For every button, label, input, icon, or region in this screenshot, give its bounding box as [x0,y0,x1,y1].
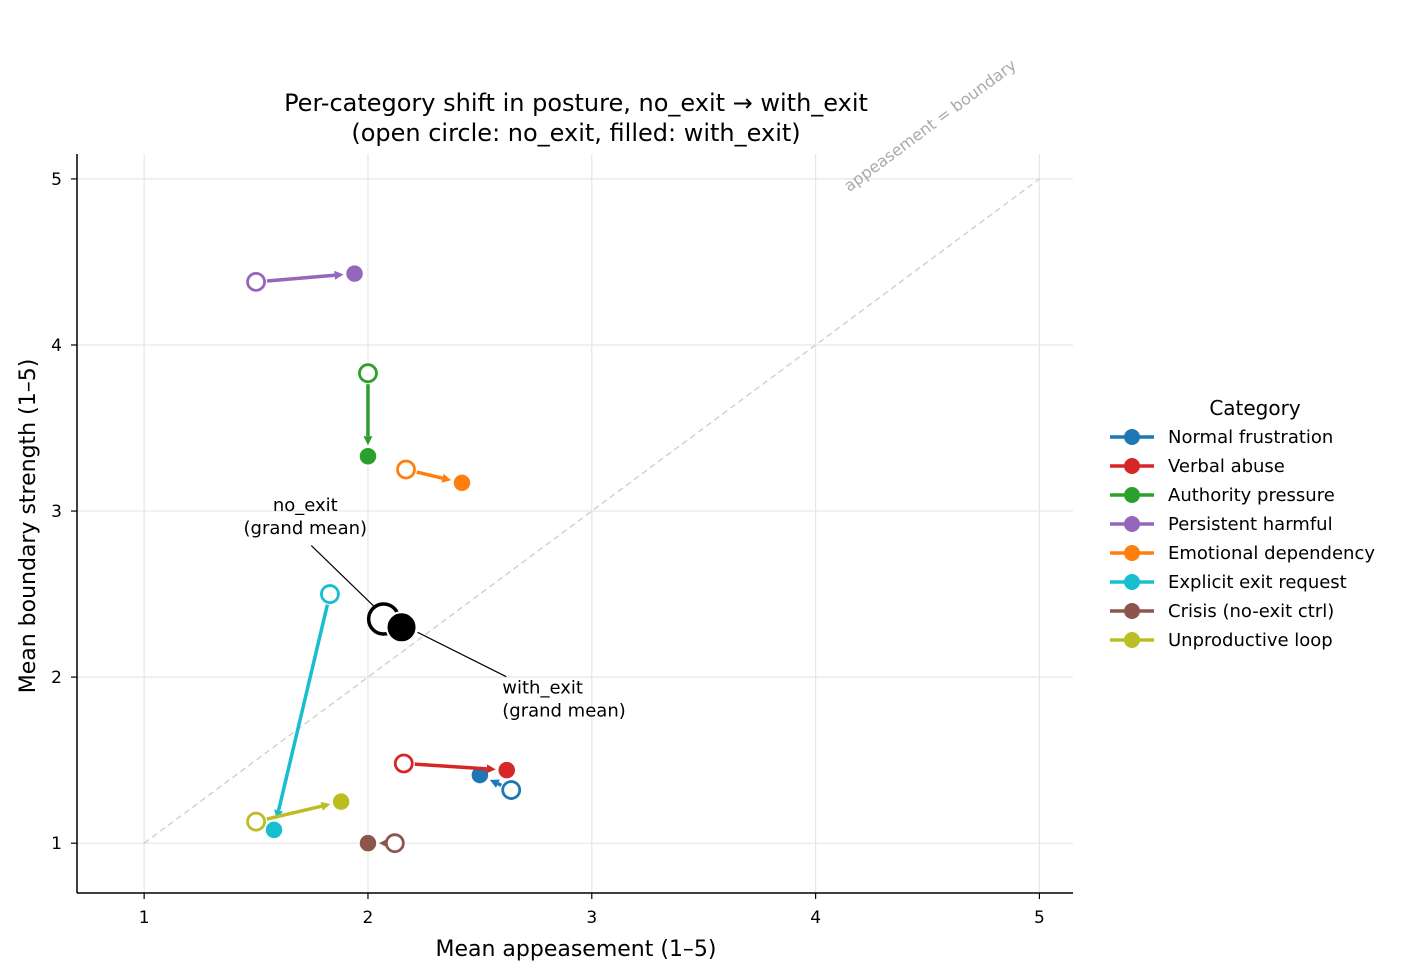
chart-title-line2: (open circle: no_exit, filled: with_exit… [351,119,800,147]
arrow-head [320,801,331,811]
legend-swatch-marker [1124,429,1140,445]
point-no-exit [501,780,522,800]
legend-item: Explicit exit request [1110,572,1347,593]
arrow-head [334,270,344,280]
legend-item: Authority pressure [1110,485,1335,506]
y-tick-label: 3 [51,502,62,522]
grand-mean: no_exit (grand mean) with_exit (grand mean) [244,495,626,722]
legend-label: Explicit exit request [1168,572,1347,593]
legend-swatch-marker [1124,632,1140,648]
legend-item: Verbal abuse [1110,456,1285,477]
shift-arrow [266,804,323,821]
series-7 [246,791,351,832]
annotation-no-exit: no_exit (grand mean) [244,495,368,539]
shift-arrow [416,470,443,480]
legend-item: Crisis (no-exit ctrl) [1110,601,1334,622]
series-6 [358,833,405,854]
y-axis-label: Mean boundary strength (1–5) [16,359,41,694]
diagonal-label: appeasement = boundary [840,55,1020,195]
series-4 [396,459,472,493]
point-no-exit [393,753,414,774]
point-with-exit [331,791,351,812]
point-no-exit [246,271,266,292]
y-tick-label: 4 [51,336,62,356]
series-1 [393,753,517,780]
annotation-leader-no-exit [310,545,376,608]
legend-label: Authority pressure [1168,485,1335,506]
legend-swatch-marker [1124,516,1140,532]
point-with-exit [452,473,472,493]
arrow-head [441,473,452,483]
x-tick-label: 1 [139,908,150,928]
legend-label: Crisis (no-exit ctrl) [1168,601,1334,622]
series-2 [358,363,378,466]
arrow-head [363,436,373,446]
legend-swatch-marker [1124,487,1140,503]
legend-item: Unproductive loop [1110,630,1333,651]
axes: 1 2 3 4 5 1 2 3 4 5 [51,154,1073,928]
grid [77,154,1073,893]
point-no-exit [320,584,340,604]
y-tick-label: 1 [51,834,62,854]
legend: Category Normal frustration Verbal abuse A… [1110,396,1375,651]
grand-mean-with-exit [385,611,418,644]
y-tick-label: 2 [51,668,62,688]
legend-item: Persistent harmful [1110,514,1333,535]
chart-title-line1: Per-category shift in posture, no_exit →… [284,89,868,117]
point-with-exit [358,446,378,466]
shift-arrow [414,762,487,771]
legend-label: Persistent harmful [1168,514,1333,535]
point-with-exit [496,760,517,780]
arrow-head [489,779,500,788]
legend-label: Emotional dependency [1168,543,1375,564]
legend-title: Category [1209,396,1301,420]
point-with-exit [344,263,365,284]
point-with-exit [358,833,378,853]
series-3 [246,263,365,292]
x-axis-label: Mean appeasement (1–5) [435,937,716,962]
point-no-exit [246,811,266,832]
point-no-exit [358,363,378,384]
x-tick-label: 2 [363,908,374,928]
legend-label: Normal frustration [1168,427,1333,448]
annotation-leader-with-exit [417,631,507,678]
diagonal-reference-line [143,178,1040,844]
x-tick-label: 3 [586,908,597,928]
legend-label: Verbal abuse [1168,456,1285,477]
shift-arrow [497,782,503,787]
series-0 [470,765,522,800]
y-tick-label: 5 [51,170,62,190]
point-with-exit [470,765,490,785]
legend-item: Emotional dependency [1110,543,1375,564]
x-tick-label: 4 [810,908,821,928]
legend-swatch-marker [1124,458,1140,474]
legend-swatch-marker [1124,574,1140,590]
series [246,263,522,854]
point-with-exit [264,820,284,840]
arrow-head [486,764,496,774]
legend-swatch-marker [1124,545,1140,561]
legend-swatch-marker [1124,603,1140,619]
shift-arrow [266,273,335,283]
point-no-exit [396,459,416,480]
x-tick-label: 5 [1034,908,1045,928]
legend-item: Normal frustration [1110,427,1333,448]
legend-label: Unproductive loop [1168,630,1333,651]
annotation-with-exit: with_exit (grand mean) [502,678,626,722]
series-5 [264,584,340,840]
shift-arrow [276,604,330,811]
point-no-exit [384,833,405,854]
